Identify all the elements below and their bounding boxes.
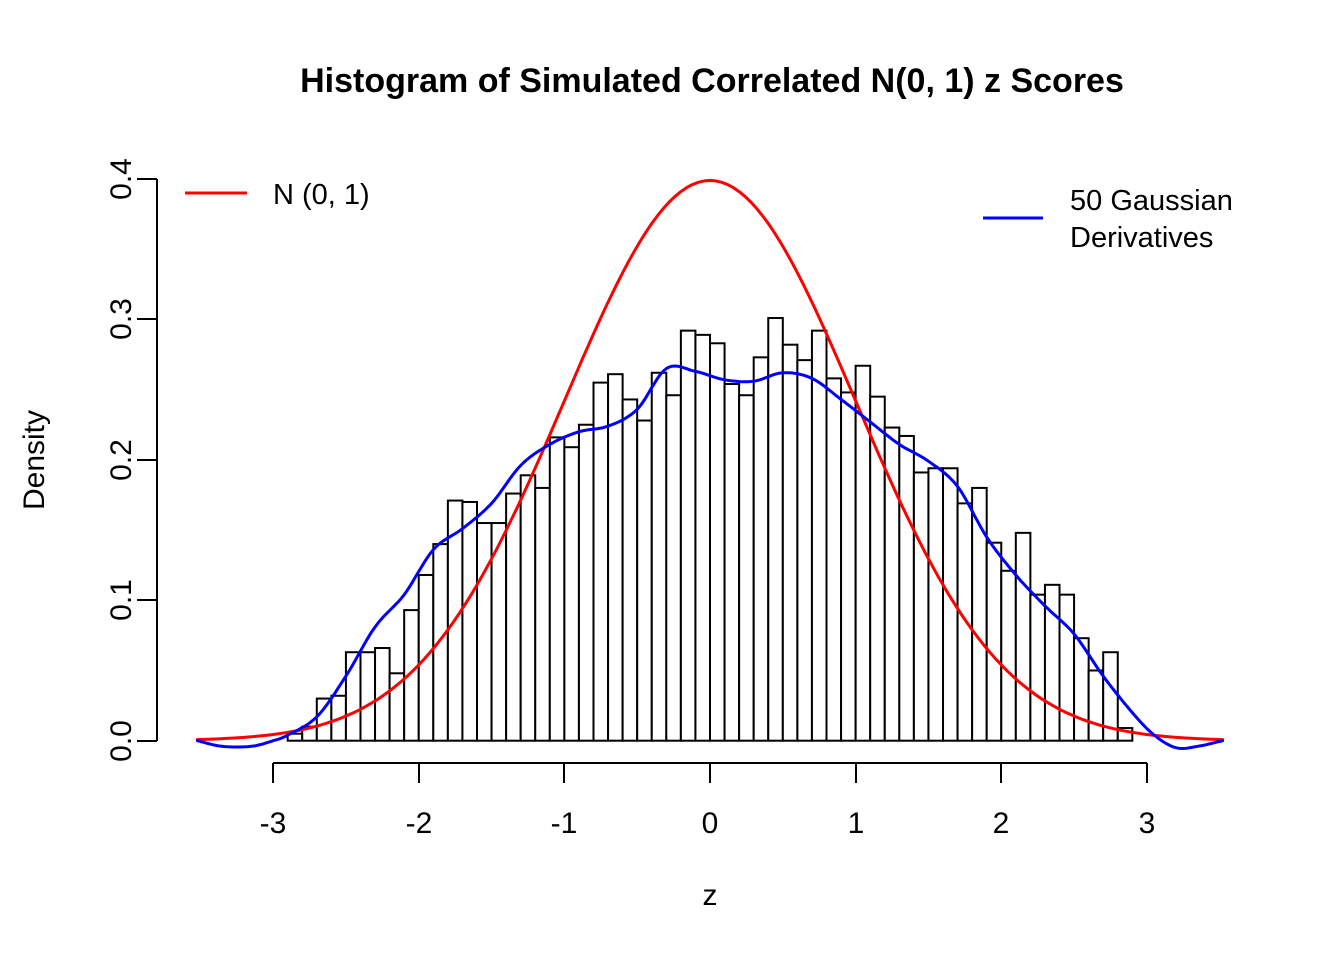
x-tick-label: -1 [551,807,578,840]
histogram-bars [286,317,1134,742]
histogram-bar [621,398,639,742]
histogram-bar [927,467,945,742]
curves [195,179,1225,750]
x-axis: -3 -2 -1 0 1 2 3 z [260,762,1156,912]
y-axis-title: Density [18,410,51,510]
histogram-bar [432,543,449,742]
histogram-bar [607,373,624,742]
histogram-bar [694,333,712,742]
histogram-bar [752,356,770,742]
histogram-bar [548,436,566,742]
histogram-bar [315,697,333,742]
histogram-bar [665,394,682,742]
y-tick-label: 0.3 [105,298,138,340]
histogram-bar [796,359,813,742]
y-tick-label: 0.4 [105,158,138,200]
histogram-bar [461,500,478,742]
histogram-bar [1029,593,1046,742]
histogram-bar [1000,569,1017,742]
x-tick-label: 1 [848,807,865,840]
histogram-bar [475,522,493,742]
histogram-bar [563,446,580,742]
x-tick-label: 0 [702,807,719,840]
y-tick-label: 0.0 [105,720,138,762]
histogram-bar [985,541,1003,742]
y-axis: 0.0 0.1 0.2 0.3 0.4 Density [18,158,158,762]
histogram-bar [679,329,697,742]
derivatives-curve [195,364,1225,750]
x-tick-label: -2 [406,807,433,840]
histogram-bar [709,342,726,742]
histogram-bar [592,381,610,742]
histogram-bar [898,434,915,742]
histogram-bar [505,492,522,742]
legend-derivatives-label-line2: Derivatives [1070,222,1213,254]
normal-curve [195,179,1225,742]
histogram-bar [359,651,377,742]
histogram-bar [519,474,537,742]
chart-title: Histogram of Simulated Correlated N(0, 1… [300,62,1124,100]
legend-derivatives-label-line1: 50 Gaussian [1070,185,1233,217]
histogram-bar [767,317,784,742]
legend-normal-label: N (0, 1) [273,179,370,211]
histogram-bar [723,383,741,742]
x-tick-label: -3 [260,807,287,840]
histogram-bar [781,343,799,742]
legend-derivatives: 50 Gaussian Derivatives [983,185,1233,254]
histogram-bar [840,391,857,742]
y-tick-label: 0.1 [105,579,138,621]
histogram-bar [577,423,595,742]
histogram-bar [738,394,755,742]
histogram-bar [534,486,551,742]
x-axis-title: z [703,879,718,912]
histogram-bar [810,329,828,742]
histogram-bar [825,377,843,742]
histogram-bar [1087,669,1105,742]
histogram-bar [636,419,653,742]
histogram-bar [912,471,930,742]
x-tick-label: 3 [1139,807,1156,840]
histogram-bar [1058,593,1076,742]
histogram-bar [650,371,668,742]
x-tick-label: 2 [993,807,1010,840]
y-tick-label: 0.2 [105,439,138,481]
legend-normal: N (0, 1) [185,179,370,211]
histogram-bar [1014,531,1032,742]
